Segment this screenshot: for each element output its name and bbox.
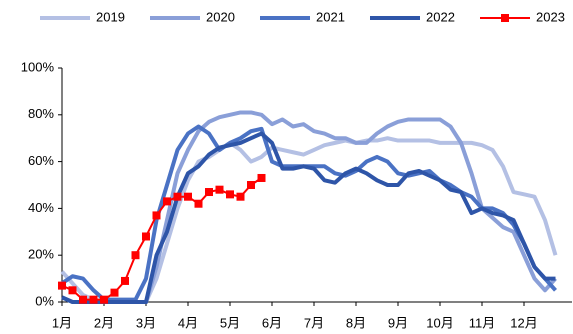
x-tick-label: 1月 bbox=[52, 315, 72, 330]
series-line bbox=[60, 136, 558, 304]
point bbox=[79, 295, 87, 304]
point bbox=[89, 295, 98, 304]
x-tick-label: 8月 bbox=[346, 315, 366, 330]
x-tick-label: 10月 bbox=[426, 315, 453, 330]
y-tick-label: 80% bbox=[28, 106, 54, 121]
legend-label: 2021 bbox=[316, 9, 345, 24]
x-tick-label: 9月 bbox=[388, 315, 408, 330]
legend-label: 2019 bbox=[96, 9, 125, 24]
point bbox=[68, 286, 77, 295]
x-tick-label: 4月 bbox=[178, 315, 198, 330]
x-tick-label: 5月 bbox=[220, 315, 240, 330]
point bbox=[58, 281, 66, 290]
y-tick-label: 20% bbox=[28, 247, 54, 262]
x-tick-label: 2月 bbox=[94, 315, 114, 330]
x-tick-label: 11月 bbox=[469, 315, 496, 330]
point bbox=[110, 288, 119, 297]
point bbox=[173, 192, 182, 201]
point bbox=[247, 181, 255, 189]
point bbox=[121, 276, 129, 285]
point bbox=[194, 199, 203, 208]
point bbox=[215, 185, 224, 194]
x-tick-label: 6月 bbox=[262, 315, 282, 330]
point bbox=[131, 251, 140, 260]
x-tick-label: 7月 bbox=[304, 315, 324, 330]
series-line bbox=[61, 131, 556, 304]
point bbox=[205, 188, 213, 197]
y-tick-label: 0% bbox=[35, 293, 54, 308]
point bbox=[152, 211, 161, 220]
point bbox=[163, 197, 171, 206]
x-tick-label: 12月 bbox=[510, 315, 537, 330]
point bbox=[184, 192, 192, 201]
point bbox=[100, 295, 108, 304]
y-tick-label: 40% bbox=[28, 200, 54, 215]
legend-marker bbox=[501, 14, 509, 22]
y-tick-label: 100% bbox=[21, 59, 55, 74]
legend-label: 2020 bbox=[206, 9, 235, 24]
point bbox=[257, 173, 266, 182]
y-tick-label: 60% bbox=[28, 153, 54, 168]
point bbox=[142, 232, 150, 241]
point bbox=[226, 190, 234, 199]
point bbox=[236, 192, 245, 201]
legend-label: 2023 bbox=[536, 9, 565, 24]
x-tick-label: 3月 bbox=[136, 315, 156, 330]
legend-label: 2022 bbox=[426, 9, 455, 24]
